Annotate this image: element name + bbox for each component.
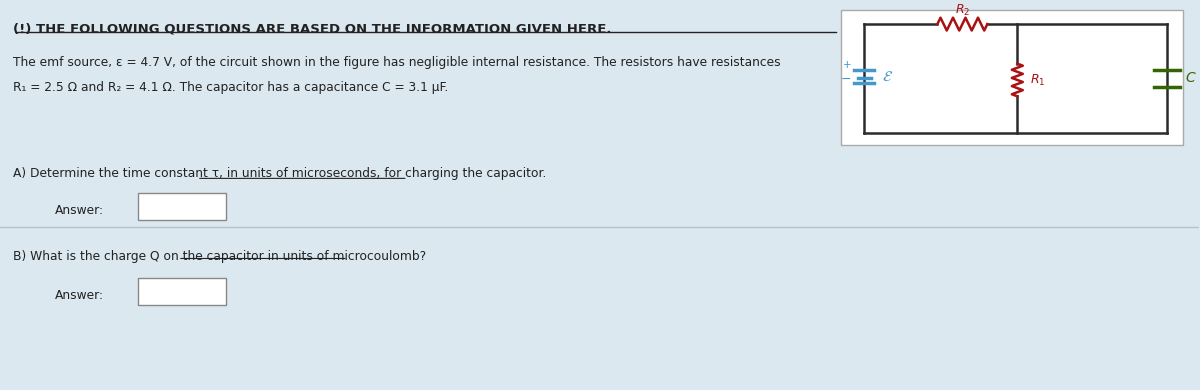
Text: Answer:: Answer: xyxy=(55,289,104,302)
Text: $R_2$: $R_2$ xyxy=(955,3,970,18)
FancyBboxPatch shape xyxy=(138,278,226,305)
Text: (!) THE FOLLOWING QUESTIONS ARE BASED ON THE INFORMATION GIVEN HERE.: (!) THE FOLLOWING QUESTIONS ARE BASED ON… xyxy=(13,22,612,35)
Text: A) Determine the time constant τ, in units of microseconds, for charging the cap: A) Determine the time constant τ, in uni… xyxy=(13,167,546,181)
FancyBboxPatch shape xyxy=(841,10,1183,145)
Text: $C$: $C$ xyxy=(1186,71,1196,85)
Text: $\mathcal{E}$: $\mathcal{E}$ xyxy=(882,69,894,84)
Text: Answer:: Answer: xyxy=(55,204,104,217)
FancyBboxPatch shape xyxy=(138,193,226,220)
Text: −: − xyxy=(841,73,852,86)
Text: B) What is the charge Q on the capacitor in units of microcoulomb?: B) What is the charge Q on the capacitor… xyxy=(13,250,426,262)
Text: $R_1$: $R_1$ xyxy=(1031,73,1045,87)
Text: R₁ = 2.5 Ω and R₂ = 4.1 Ω. The capacitor has a capacitance C = 3.1 μF.: R₁ = 2.5 Ω and R₂ = 4.1 Ω. The capacitor… xyxy=(13,82,449,94)
Text: The emf source, ε = 4.7 V, of the circuit shown in the figure has negligible int: The emf source, ε = 4.7 V, of the circui… xyxy=(13,56,781,69)
Text: +: + xyxy=(842,60,852,70)
